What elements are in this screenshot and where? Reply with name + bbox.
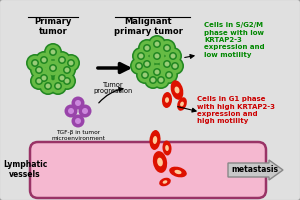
Circle shape <box>49 64 57 72</box>
Circle shape <box>166 57 184 75</box>
Circle shape <box>33 61 38 65</box>
Circle shape <box>138 39 156 57</box>
Circle shape <box>55 71 69 85</box>
Circle shape <box>49 77 67 95</box>
Circle shape <box>62 54 80 72</box>
Circle shape <box>46 45 60 59</box>
Circle shape <box>162 68 176 82</box>
Circle shape <box>71 114 85 128</box>
Circle shape <box>58 72 76 90</box>
Circle shape <box>35 69 53 87</box>
Ellipse shape <box>165 145 169 151</box>
Ellipse shape <box>165 97 169 103</box>
Circle shape <box>166 49 180 63</box>
Circle shape <box>49 48 57 56</box>
Circle shape <box>46 84 50 88</box>
Ellipse shape <box>169 167 187 177</box>
Circle shape <box>138 55 156 73</box>
Circle shape <box>40 74 48 82</box>
Circle shape <box>28 56 42 70</box>
Text: metastasis: metastasis <box>232 166 278 174</box>
Circle shape <box>148 47 166 65</box>
Circle shape <box>32 74 46 88</box>
Circle shape <box>37 53 51 67</box>
Circle shape <box>51 66 56 70</box>
Ellipse shape <box>175 87 179 93</box>
Circle shape <box>35 77 43 85</box>
Circle shape <box>58 61 76 79</box>
Text: Cells in G1 phase
with high KRTAP2-3
expression and
high motility: Cells in G1 phase with high KRTAP2-3 exp… <box>197 96 275 124</box>
Circle shape <box>53 51 71 69</box>
Circle shape <box>64 104 77 117</box>
Circle shape <box>44 43 62 61</box>
Circle shape <box>40 56 48 64</box>
Ellipse shape <box>157 158 163 166</box>
Circle shape <box>63 66 71 74</box>
Circle shape <box>152 71 170 89</box>
Circle shape <box>55 53 69 67</box>
Circle shape <box>153 40 161 48</box>
Circle shape <box>171 54 176 58</box>
Circle shape <box>37 71 51 85</box>
Ellipse shape <box>180 102 184 106</box>
Circle shape <box>67 59 75 67</box>
Circle shape <box>51 79 65 93</box>
Circle shape <box>136 64 141 68</box>
Circle shape <box>143 44 151 52</box>
Circle shape <box>165 62 170 66</box>
Circle shape <box>150 65 164 79</box>
Circle shape <box>163 60 171 68</box>
Circle shape <box>169 52 177 60</box>
Circle shape <box>132 59 146 73</box>
Circle shape <box>130 57 148 75</box>
Text: Malignant
primary tumor: Malignant primary tumor <box>114 17 182 36</box>
Circle shape <box>60 76 64 80</box>
Circle shape <box>60 58 64 62</box>
Circle shape <box>158 39 176 57</box>
Ellipse shape <box>153 151 167 173</box>
Text: TGF-β in tumor
microenvironment: TGF-β in tumor microenvironment <box>51 130 105 141</box>
Circle shape <box>37 79 41 83</box>
Circle shape <box>58 74 66 82</box>
Circle shape <box>148 63 166 81</box>
Circle shape <box>163 44 171 52</box>
Text: Primary
tumor: Primary tumor <box>34 17 72 36</box>
Circle shape <box>158 55 176 73</box>
Circle shape <box>132 47 150 65</box>
Circle shape <box>63 77 71 85</box>
Circle shape <box>159 78 164 82</box>
Circle shape <box>153 68 161 76</box>
Circle shape <box>56 84 60 88</box>
Circle shape <box>154 54 159 58</box>
Circle shape <box>37 68 41 72</box>
Circle shape <box>71 97 85 110</box>
Circle shape <box>53 69 71 87</box>
Text: Lymphatic
vessels: Lymphatic vessels <box>3 160 47 179</box>
Circle shape <box>68 108 74 114</box>
FancyArrow shape <box>228 160 283 180</box>
Circle shape <box>145 46 149 50</box>
Circle shape <box>168 59 182 73</box>
Circle shape <box>32 63 46 77</box>
Circle shape <box>148 35 166 53</box>
Circle shape <box>164 47 182 65</box>
Circle shape <box>39 77 57 95</box>
Ellipse shape <box>177 97 187 111</box>
Circle shape <box>60 63 74 77</box>
Circle shape <box>151 78 155 82</box>
Circle shape <box>30 72 48 90</box>
Circle shape <box>136 66 154 84</box>
Circle shape <box>79 104 92 117</box>
Circle shape <box>138 68 152 82</box>
Circle shape <box>154 70 159 74</box>
Circle shape <box>157 76 165 84</box>
Circle shape <box>42 58 46 62</box>
Circle shape <box>160 66 178 84</box>
Circle shape <box>165 46 170 50</box>
Circle shape <box>64 68 69 72</box>
Circle shape <box>135 62 143 70</box>
Circle shape <box>145 62 149 66</box>
Ellipse shape <box>159 178 171 186</box>
Circle shape <box>35 66 43 74</box>
